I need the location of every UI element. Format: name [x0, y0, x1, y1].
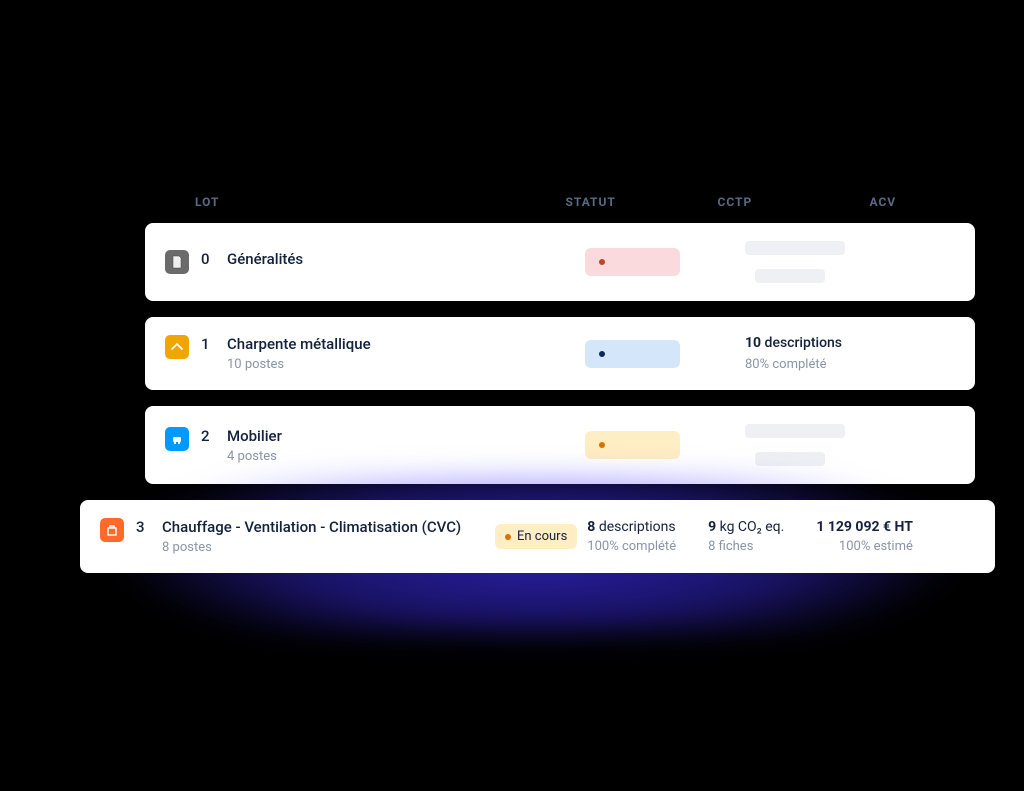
status-badge: En cours — [495, 524, 577, 549]
skeleton-line — [745, 241, 845, 255]
status-pill — [585, 340, 680, 368]
status-dot-icon — [599, 259, 605, 265]
lot-row[interactable]: 2 Mobilier 4 postes — [145, 406, 975, 484]
lot-row[interactable]: 1 Charpente métallique 10 postes 10 desc… — [145, 317, 975, 390]
lot-number: 1 — [201, 335, 215, 353]
lot-number: 0 — [201, 250, 215, 268]
header-acv: ACV — [870, 195, 956, 209]
cctp-cell — [745, 424, 905, 466]
lot-title: Chauffage - Ventilation - Climatisation … — [162, 518, 461, 536]
table-header: LOT STATUT CCTP ACV — [145, 195, 975, 223]
lot-title: Généralités — [227, 250, 303, 268]
lot-postes: 4 postes — [227, 449, 282, 464]
skeleton-line — [745, 424, 845, 438]
price-column: 1 129 092 € HT 100% estimé — [816, 519, 913, 554]
status-label: En cours — [517, 529, 567, 544]
lot-postes: 8 postes — [162, 540, 461, 555]
lot-title: Mobilier — [227, 427, 282, 445]
header-lot: LOT — [165, 195, 566, 209]
cctp-column: 8 descriptions 100% complété — [587, 519, 676, 554]
lot-number: 2 — [201, 427, 215, 445]
cctp-completed: 80% complété — [745, 357, 905, 372]
category-icon — [165, 335, 189, 359]
skeleton-line — [755, 269, 825, 283]
cctp-descriptions: 10 descriptions — [745, 335, 905, 351]
status-dot-icon — [599, 351, 605, 357]
acv-column: 9 kg CO₂ eq. 8 fiches — [708, 519, 784, 554]
status-dot-icon — [505, 534, 511, 540]
category-icon — [165, 427, 189, 451]
lot-row-highlighted[interactable]: 3 Chauffage - Ventilation - Climatisatio… — [80, 500, 995, 573]
cctp-cell: 10 descriptions 80% complété — [745, 335, 905, 372]
lot-number: 3 — [136, 518, 150, 536]
lot-postes: 10 postes — [227, 357, 371, 372]
category-icon — [100, 518, 124, 542]
status-pill — [585, 248, 680, 276]
skeleton-line — [755, 452, 825, 466]
lot-title: Charpente métallique — [227, 335, 371, 353]
header-statut: STATUT — [566, 195, 718, 209]
status-dot-icon — [599, 442, 605, 448]
lot-row[interactable]: 0 Généralités — [145, 223, 975, 301]
header-cctp: CCTP — [718, 195, 870, 209]
category-icon — [165, 250, 189, 274]
lots-table: LOT STATUT CCTP ACV 0 Généralités — [145, 195, 975, 589]
status-pill — [585, 431, 680, 459]
cctp-cell — [745, 241, 905, 283]
